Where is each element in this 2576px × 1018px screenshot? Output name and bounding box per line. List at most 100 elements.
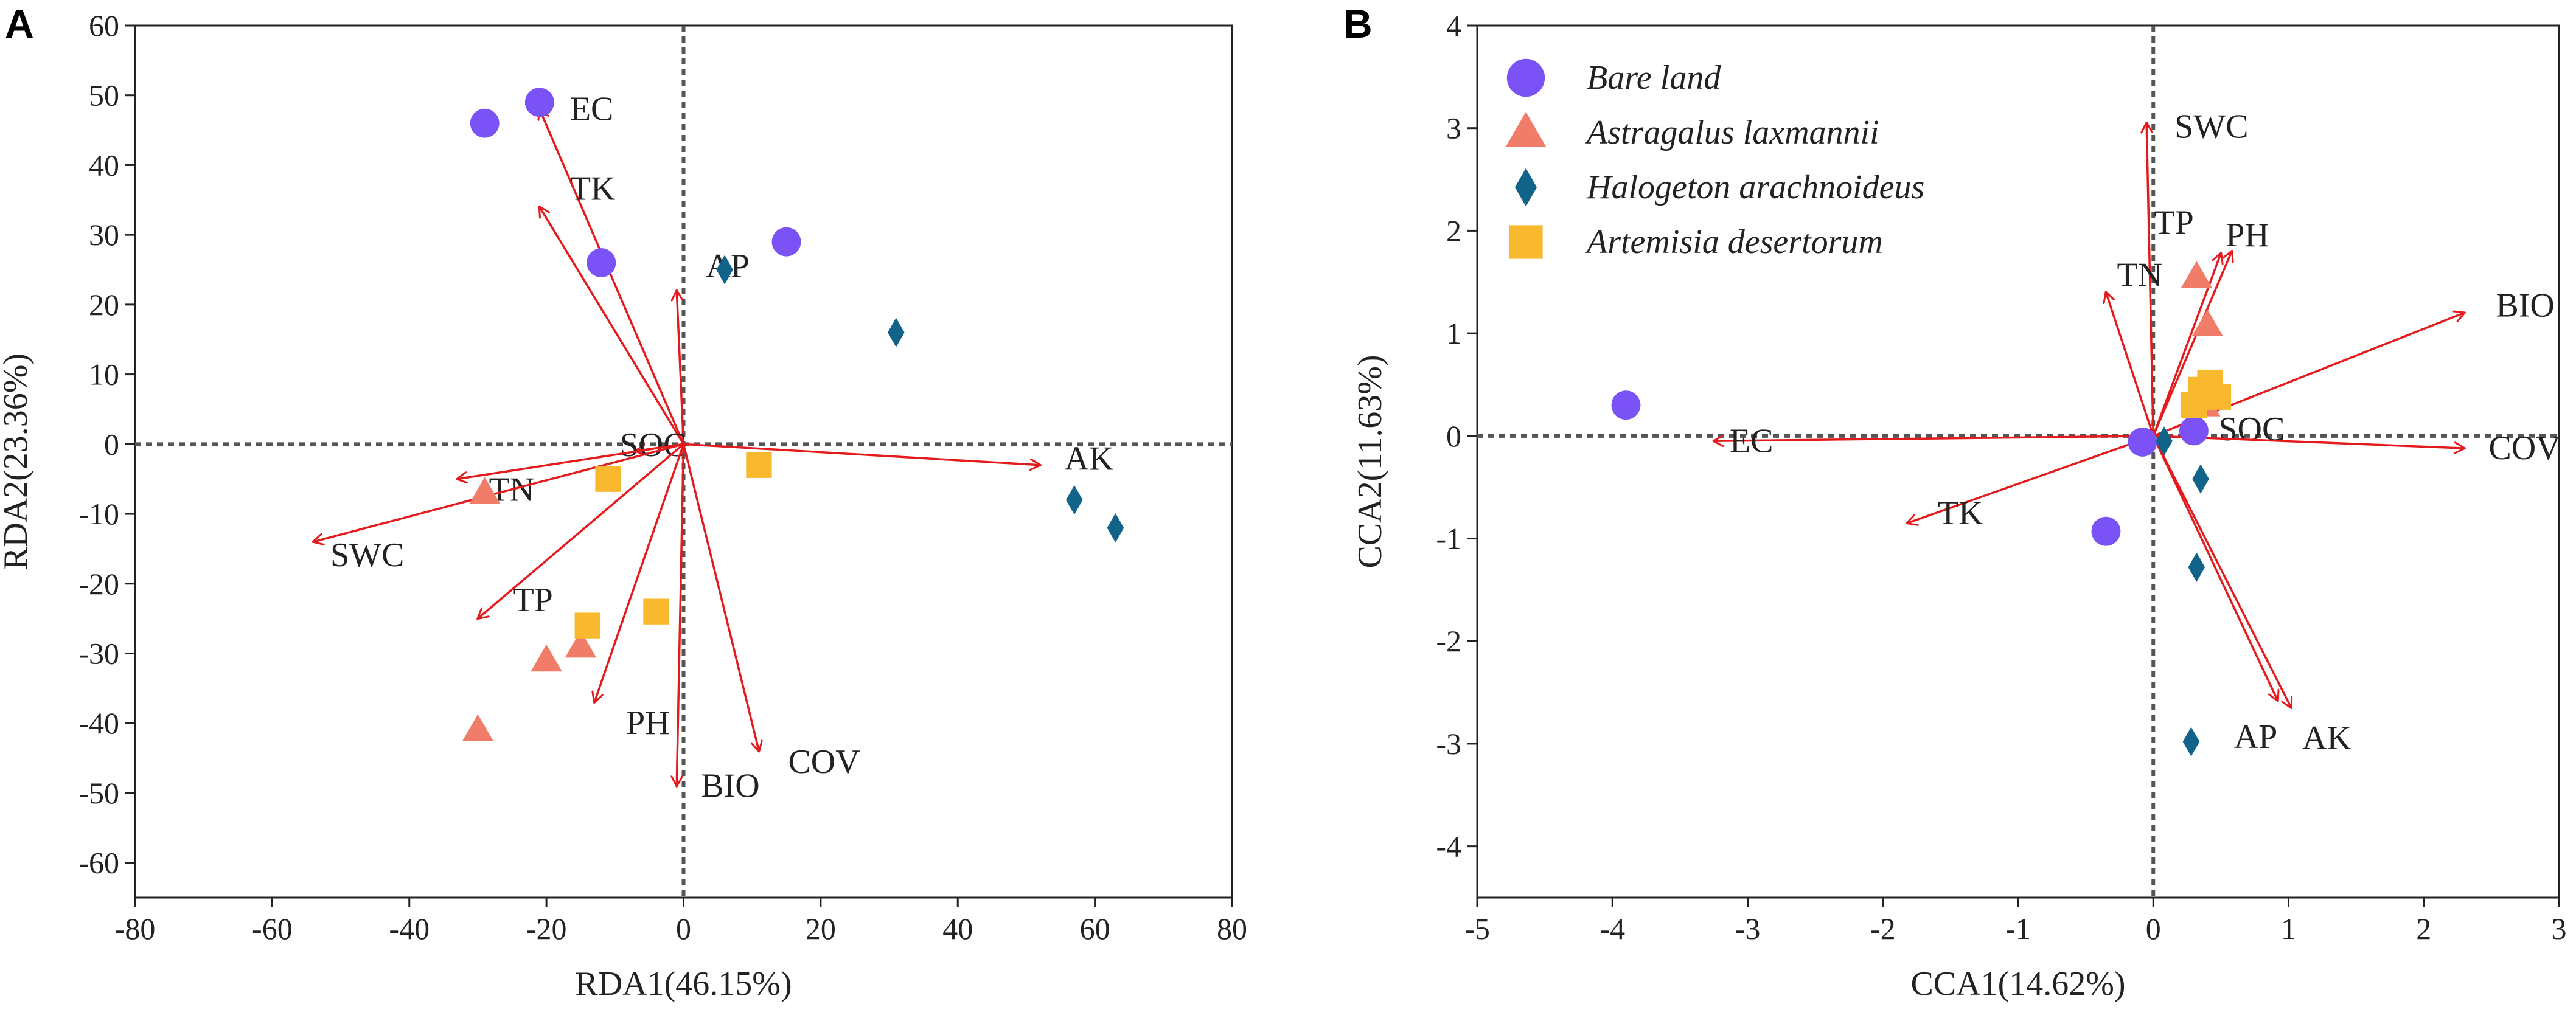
vector-label-ph: PH bbox=[626, 704, 670, 742]
square-point bbox=[2181, 392, 2207, 418]
triangle-point bbox=[2181, 261, 2213, 288]
x-tick-label: 60 bbox=[1080, 912, 1110, 946]
vector-label-tk: TK bbox=[1938, 494, 1983, 532]
vector-label-ap: AP bbox=[2234, 718, 2278, 756]
y-axis-title: RDA2(23.36%) bbox=[0, 353, 35, 570]
vector-label-swc: SWC bbox=[2174, 108, 2248, 145]
x-tick-label: -40 bbox=[389, 912, 430, 946]
vector-label-ec: EC bbox=[1730, 422, 1774, 460]
y-tick-label: -4 bbox=[1436, 829, 1461, 864]
vector-arrow-tk bbox=[1907, 435, 2154, 523]
x-tick-label: 1 bbox=[2281, 912, 2296, 946]
vector-label-cov: COV bbox=[788, 743, 860, 781]
vector-arrow-ph bbox=[594, 443, 685, 702]
vector-arrow-tn bbox=[2106, 293, 2154, 437]
diamond-point bbox=[1066, 485, 1083, 515]
x-tick-label: -60 bbox=[252, 912, 293, 946]
triangle-point bbox=[2191, 309, 2223, 336]
vector-label-ph: PH bbox=[2226, 216, 2269, 254]
vector-label-ec: EC bbox=[570, 91, 614, 128]
triangle-point bbox=[468, 477, 501, 504]
circle-point bbox=[587, 248, 616, 277]
circle-point bbox=[2179, 416, 2209, 446]
x-tick-label: 40 bbox=[942, 912, 973, 946]
vector-arrow-ak bbox=[683, 443, 1040, 465]
x-tick-label: 20 bbox=[806, 912, 836, 946]
legend-triangle-icon bbox=[1505, 111, 1547, 147]
y-tick-label: -1 bbox=[1436, 522, 1461, 556]
y-tick-label: -50 bbox=[78, 776, 119, 810]
legend-diamond-icon bbox=[1515, 168, 1537, 207]
vector-arrow-swc bbox=[2146, 123, 2154, 436]
y-tick-label: -40 bbox=[78, 706, 119, 740]
vector-label-bio: BIO bbox=[2496, 286, 2554, 324]
x-tick-label: 80 bbox=[1217, 912, 1247, 946]
panel-label: A bbox=[5, 1, 34, 46]
triangle-point bbox=[462, 714, 494, 742]
vector-arrow-tp bbox=[478, 443, 684, 618]
diamond-point bbox=[1107, 513, 1124, 543]
legend-circle-icon bbox=[1506, 58, 1545, 97]
circle-point bbox=[470, 108, 500, 138]
vector-label-soc: SOC bbox=[2218, 410, 2285, 448]
diamond-point bbox=[888, 317, 905, 347]
vector-label-tk: TK bbox=[570, 170, 616, 207]
circle-point bbox=[2091, 516, 2121, 546]
y-tick-label: -20 bbox=[78, 567, 119, 601]
vector-label-tn: TN bbox=[2117, 257, 2162, 294]
y-tick-label: 50 bbox=[89, 78, 119, 113]
vector-label-cov: COV bbox=[2488, 429, 2560, 467]
y-tick-label: 30 bbox=[89, 218, 119, 252]
vector-label-tp: TP bbox=[513, 581, 552, 619]
diamond-point bbox=[2156, 426, 2173, 456]
vector-arrow-ph bbox=[2152, 251, 2232, 437]
y-tick-label: 0 bbox=[1446, 419, 1461, 453]
panel-b-chart: B -5 -4 -3 -2 -1 0 1 2 3 -4 -3 -2 -1 0 1 2 3 4 CCA1(14.62%)… bbox=[1343, 1, 2567, 1003]
x-axis-title: RDA1(46.15%) bbox=[575, 965, 792, 1003]
x-tick-label: 2 bbox=[2416, 912, 2431, 946]
square-point bbox=[2205, 384, 2232, 410]
vector-label-tp: TP bbox=[2154, 204, 2193, 242]
x-tick-label: -3 bbox=[1735, 912, 1761, 946]
x-tick-label: -80 bbox=[115, 912, 156, 946]
vector-label-ak: AK bbox=[2302, 719, 2351, 757]
square-point bbox=[574, 612, 600, 639]
x-tick-label: -2 bbox=[1870, 912, 1896, 946]
circle-point bbox=[524, 88, 554, 117]
legend-entry: Bare land bbox=[1587, 59, 1721, 97]
vector-arrow-ap bbox=[2152, 435, 2277, 701]
x-tick-label: -4 bbox=[1600, 912, 1625, 946]
y-tick-label: 0 bbox=[104, 427, 119, 461]
y-tick-label: 2 bbox=[1446, 213, 1461, 248]
vector-label-ak: AK bbox=[1064, 440, 1113, 478]
y-tick-label: 40 bbox=[89, 148, 119, 182]
diamond-point bbox=[2188, 552, 2205, 582]
y-tick-label: -3 bbox=[1436, 727, 1461, 761]
vector-label-bio: BIO bbox=[701, 767, 759, 805]
y-tick-label: -10 bbox=[78, 497, 119, 531]
square-point bbox=[595, 466, 621, 492]
vector-arrow-ec bbox=[1714, 436, 2154, 441]
vector-arrow-ak bbox=[2152, 435, 2291, 708]
y-axis-title: CCA2(11.63%) bbox=[1351, 355, 1389, 568]
vector-arrow-ap bbox=[677, 291, 685, 445]
panel-label: B bbox=[1343, 1, 1373, 46]
y-tick-label: -30 bbox=[78, 636, 119, 670]
plot-frame bbox=[1476, 24, 2560, 899]
legend-square-icon bbox=[1509, 225, 1543, 259]
y-tick-label: 60 bbox=[89, 9, 119, 43]
vector-arrow-bio bbox=[677, 444, 685, 786]
diamond-point bbox=[2182, 727, 2200, 757]
legend-entry: Halogeton arachnoideus bbox=[1586, 168, 1924, 206]
square-point bbox=[746, 452, 772, 478]
vector-arrow-tn bbox=[458, 443, 684, 479]
square-point bbox=[643, 598, 669, 625]
vector-arrow-swc bbox=[313, 443, 684, 542]
y-tick-label: 3 bbox=[1446, 111, 1461, 145]
y-tick-label: 10 bbox=[89, 358, 119, 392]
legend: Bare land Astragalus laxmannii Halogeton a… bbox=[1505, 58, 1924, 261]
x-tick-label: -5 bbox=[1464, 912, 1490, 946]
y-tick-label: 20 bbox=[89, 288, 119, 322]
vector-label-swc: SWC bbox=[330, 536, 404, 574]
